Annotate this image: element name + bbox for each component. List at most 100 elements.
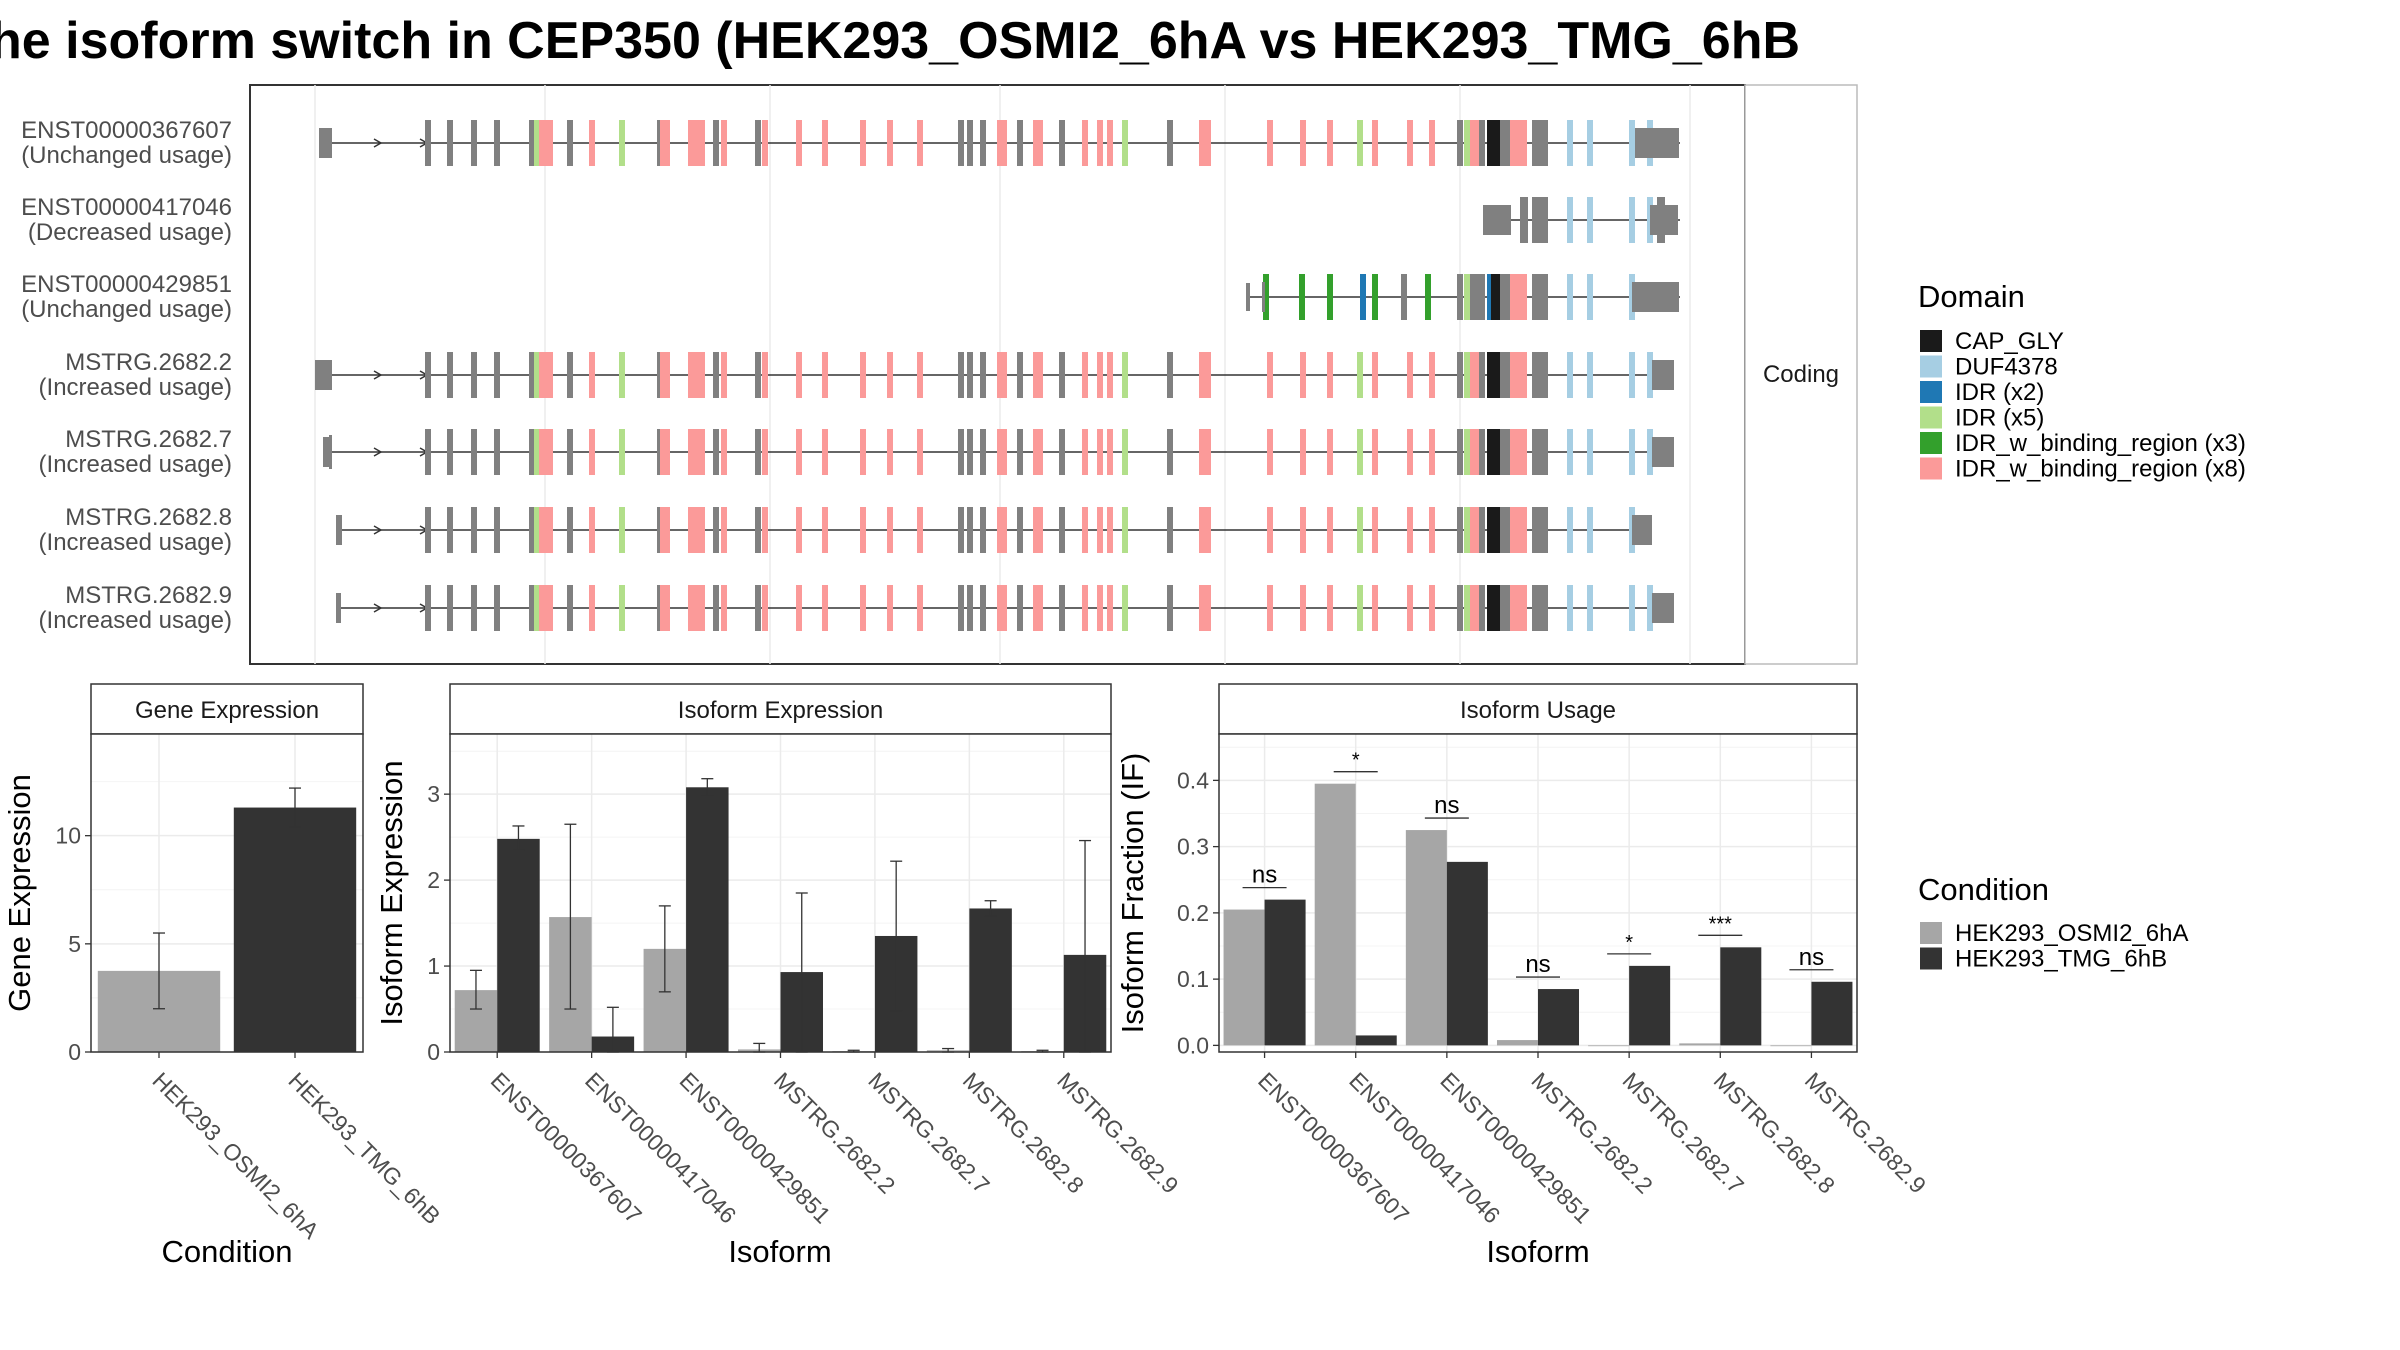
chart-bar [969,908,1012,1052]
exon-block [660,120,670,166]
exon-block [1629,120,1635,166]
exon-block [471,120,477,166]
exon-block [471,352,477,398]
exon-block [1487,507,1493,553]
exon-block [529,120,535,166]
exon-block [713,585,719,631]
chart-bar [1405,830,1447,1046]
chart-bar [1355,1035,1397,1046]
exon-block [958,120,964,166]
exon-block [1199,120,1211,166]
exon-block [1097,120,1103,166]
exon-block [1300,429,1306,475]
exon-block [534,120,540,166]
exon-block [887,352,893,398]
exon-block [1542,585,1548,631]
exon-block [425,120,431,166]
exon-block [980,585,986,631]
exon-block [1407,585,1413,631]
exon-block [860,120,866,166]
exon-block [860,507,866,553]
exon-block [958,352,964,398]
exon-block [917,507,923,553]
exon-block [997,120,1007,166]
significance-label: ns [1434,792,1459,819]
exon-block [1542,120,1548,166]
exon-block [1199,429,1211,475]
transcript-status-label: (Increased usage) [39,607,232,634]
domain-legend-label: IDR (x5) [1955,405,2044,432]
exon-block [1457,120,1463,166]
y-tick-label: 2 [427,867,440,893]
exon-block [1479,274,1485,320]
exon-block [539,429,553,475]
exon-block [822,352,828,398]
exon-block [887,429,893,475]
exon-block [1082,120,1088,166]
facet-strip [1744,84,1858,665]
exon-block [1372,507,1378,553]
exon-block [447,352,453,398]
chart-bar [233,807,357,1052]
exon-block [567,120,573,166]
exon-block [762,585,768,631]
strand-arrow [373,603,383,613]
exon-block [713,429,719,475]
exon-block [1500,429,1510,475]
y-axis-title: Gene Expression [2,774,37,1012]
x-tick-label: ENST00000417046 [1344,1067,1505,1228]
exon-block [796,507,802,553]
exon-block [1199,507,1211,553]
exon-block [1122,507,1128,553]
exon-block [471,429,477,475]
exon-block [534,585,540,631]
y-tick-label: 0 [427,1039,440,1065]
exon-block [1500,507,1510,553]
chart-strip [90,683,364,735]
exon-block [958,429,964,475]
significance-label: *** [1709,913,1733,935]
y-tick-label: 0.0 [1177,1032,1209,1058]
domain-legend-swatch [1920,457,1942,480]
chart-bar [1770,1045,1812,1047]
exon-block [1457,429,1463,475]
exon-block [1059,120,1065,166]
exon-block [1059,429,1065,475]
chart-bar [1496,1040,1538,1046]
utr-exon [1657,197,1665,243]
exon-block [1487,120,1493,166]
exon-block [1059,585,1065,631]
exon-block [755,507,761,553]
exon-block [1470,120,1480,166]
chart-strip-title: Gene Expression [135,697,319,724]
utr-exon [1652,360,1674,390]
exon-block [1167,352,1173,398]
domain-legend-swatch [1920,330,1942,352]
exon-block [619,507,625,553]
strand-arrow [373,138,383,148]
exon-block [860,429,866,475]
exon-block [967,507,973,553]
chart-bar [1314,783,1356,1046]
strand-arrow [373,447,383,457]
domain-legend-label: IDR_w_binding_region (x3) [1955,430,2246,457]
exon-block [796,352,802,398]
exon-block [1267,507,1273,553]
exon-block [471,507,477,553]
exon-block [1532,429,1544,475]
exon-block [1357,507,1363,553]
exon-block [822,429,828,475]
exon-block [917,585,923,631]
transcript-id-label: MSTRG.2682.7 [65,426,232,453]
exon-block [1017,585,1023,631]
transcript-status-label: (Decreased usage) [28,219,232,246]
exon-block [619,429,625,475]
exon-block [1487,429,1493,475]
exon-block [958,585,964,631]
exon-block [1542,429,1548,475]
exon-block [1097,585,1103,631]
exon-block [997,429,1007,475]
exon-block [1327,352,1333,398]
exon-block [1407,352,1413,398]
